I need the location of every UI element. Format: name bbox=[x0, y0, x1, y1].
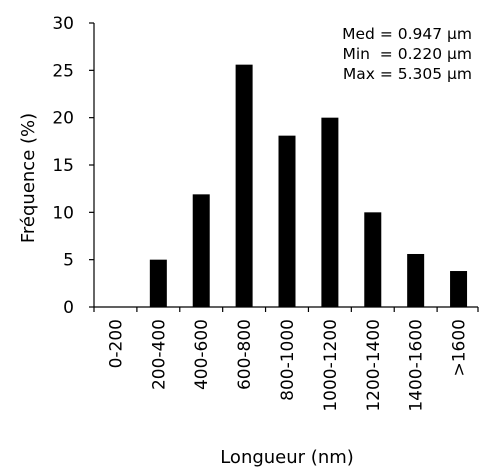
x-tick-label: 1400-1600 bbox=[407, 319, 427, 412]
bar-1400-1600 bbox=[407, 253, 425, 307]
y-tick-label: 0 bbox=[63, 298, 74, 318]
x-tick-label: 1200-1400 bbox=[364, 319, 384, 412]
bar-600-800 bbox=[235, 64, 253, 307]
median-annotation: Med = 0.947 µm bbox=[342, 25, 472, 43]
bar-400-600 bbox=[192, 194, 210, 307]
x-axis-ticks: 0-200 200-400 400-600 600-800 800-1000 1000-1… bbox=[93, 307, 479, 412]
bar-800-1000 bbox=[278, 135, 296, 307]
y-tick-label: 15 bbox=[52, 156, 74, 176]
y-tick-label: 5 bbox=[63, 251, 74, 271]
x-tick-label: >1600 bbox=[450, 319, 470, 377]
y-tick-label: 25 bbox=[52, 61, 74, 81]
x-tick-label: 400-600 bbox=[192, 319, 212, 390]
y-axis-title: Fréquence (%) bbox=[18, 113, 39, 243]
bars bbox=[149, 64, 468, 308]
y-axis-ticks: 0 5 10 15 20 25 30 bbox=[52, 14, 94, 318]
x-axis-title: Longueur (nm) bbox=[220, 447, 354, 468]
bar-1600 bbox=[450, 271, 468, 307]
bar-1000-1200 bbox=[321, 117, 339, 308]
x-tick-label: 1000-1200 bbox=[321, 319, 341, 412]
x-tick-label: 200-400 bbox=[149, 319, 169, 390]
stats-annotation: Med = 0.947 µm Min = 0.220 µm Max = 5.30… bbox=[342, 25, 472, 83]
y-tick-label: 30 bbox=[52, 14, 74, 34]
bar-200-400 bbox=[149, 259, 167, 307]
x-tick-label: 800-1000 bbox=[278, 319, 298, 401]
y-tick-label: 20 bbox=[52, 109, 74, 129]
min-annotation: Min = 0.220 µm bbox=[342, 45, 472, 63]
max-annotation: Max = 5.305 µm bbox=[343, 65, 472, 83]
x-tick-label: 600-800 bbox=[235, 319, 255, 390]
bar-1200-1400 bbox=[364, 212, 382, 307]
y-tick-label: 10 bbox=[52, 203, 74, 223]
x-tick-label: 0-200 bbox=[106, 319, 126, 368]
